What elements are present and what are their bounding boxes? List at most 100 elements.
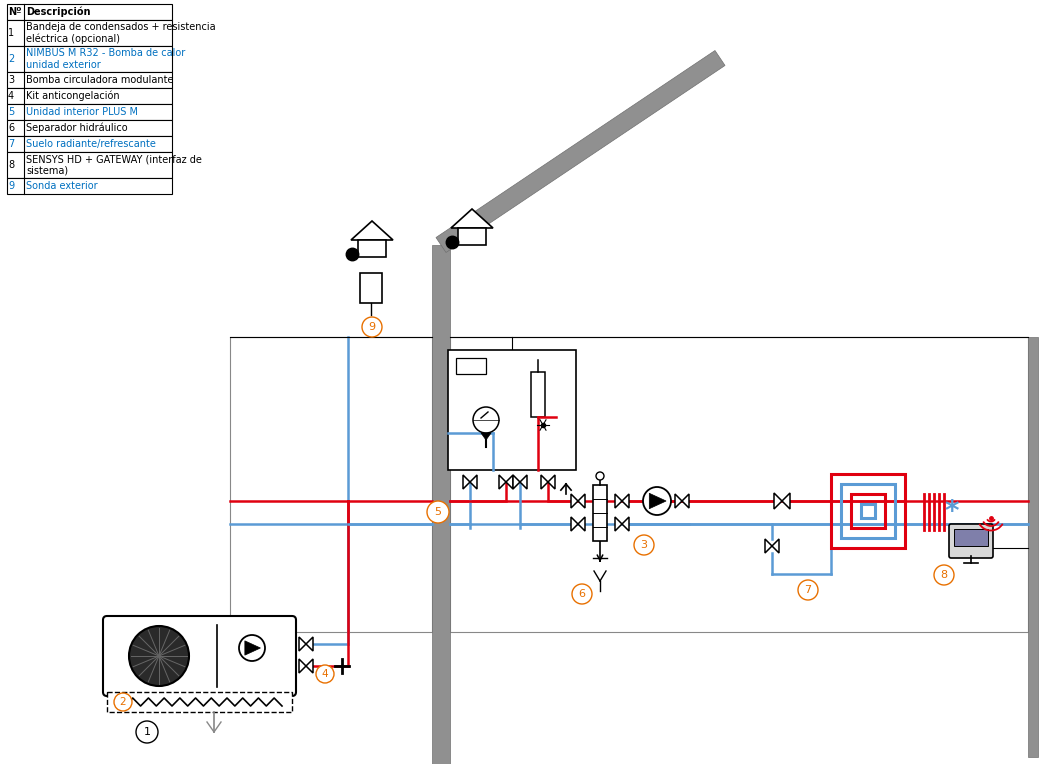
FancyBboxPatch shape [103, 616, 296, 696]
Circle shape [316, 665, 334, 683]
Polygon shape [571, 517, 578, 531]
Bar [593, 485, 607, 541]
Circle shape [934, 565, 954, 585]
Polygon shape [578, 494, 585, 508]
Polygon shape [299, 637, 305, 651]
Bar [7, 104, 172, 120]
Polygon shape [451, 209, 493, 228]
Polygon shape [578, 517, 585, 531]
Text: Nº: Nº [8, 7, 21, 17]
Text: 7: 7 [804, 585, 812, 595]
Bar [432, 245, 450, 764]
Bar [851, 494, 885, 528]
Bar [230, 337, 432, 632]
Text: 8: 8 [941, 570, 947, 580]
Polygon shape [299, 659, 305, 673]
Text: 9: 9 [8, 181, 14, 191]
Polygon shape [548, 475, 555, 489]
Text: *: * [945, 498, 960, 526]
Polygon shape [481, 433, 492, 440]
Text: 3: 3 [641, 540, 648, 550]
Bar [7, 136, 172, 152]
Bar [7, 88, 172, 104]
Bar [861, 504, 875, 518]
Bar [448, 350, 576, 470]
Polygon shape [513, 475, 520, 489]
Polygon shape [305, 659, 313, 673]
Text: unidad exterior: unidad exterior [26, 60, 100, 70]
Circle shape [136, 721, 157, 743]
Circle shape [361, 317, 382, 337]
Polygon shape [506, 475, 513, 489]
Text: Kit anticongelación: Kit anticongelación [26, 91, 119, 102]
Polygon shape [615, 517, 622, 531]
Text: 5: 5 [8, 107, 14, 117]
Bar [107, 692, 292, 712]
Circle shape [129, 626, 189, 686]
Text: 2: 2 [119, 697, 127, 707]
Text: Suelo radiante/refrescante: Suelo radiante/refrescante [26, 139, 155, 149]
Circle shape [643, 487, 671, 515]
Text: 7: 7 [8, 139, 14, 149]
Bar [7, 120, 172, 136]
Text: sistema): sistema) [26, 166, 68, 176]
Text: 6: 6 [8, 123, 14, 133]
Circle shape [239, 635, 265, 661]
Circle shape [427, 501, 449, 523]
Bar [841, 484, 895, 538]
Polygon shape [463, 475, 470, 489]
Text: 3: 3 [8, 75, 14, 85]
Text: Sonda exterior: Sonda exterior [26, 181, 97, 191]
FancyBboxPatch shape [949, 524, 993, 558]
Polygon shape [520, 475, 527, 489]
Text: 5: 5 [434, 507, 442, 517]
Circle shape [798, 580, 818, 600]
Polygon shape [772, 539, 779, 553]
Bar [450, 337, 1028, 632]
Polygon shape [470, 475, 477, 489]
Polygon shape [682, 494, 689, 508]
Polygon shape [774, 493, 782, 509]
Bar [954, 529, 988, 545]
Polygon shape [351, 221, 393, 240]
Polygon shape [615, 494, 622, 508]
Text: 8: 8 [8, 160, 14, 170]
Bar [831, 474, 905, 548]
Polygon shape [541, 475, 548, 489]
Polygon shape [782, 493, 790, 509]
Text: NIMBUS M R32 - Bomba de calor: NIMBUS M R32 - Bomba de calor [26, 48, 185, 58]
Bar [1028, 337, 1038, 757]
Bar [456, 358, 486, 374]
Bar [7, 20, 172, 46]
Bar [358, 240, 386, 257]
Circle shape [596, 472, 604, 480]
Text: Descripción: Descripción [26, 7, 91, 18]
Text: 6: 6 [578, 589, 586, 599]
Bar [7, 178, 172, 194]
Bar [7, 46, 172, 72]
Text: Bandeja de condensados + resistencia: Bandeja de condensados + resistencia [26, 22, 216, 32]
Polygon shape [675, 494, 682, 508]
Polygon shape [765, 539, 772, 553]
Bar [7, 152, 172, 178]
Text: Unidad interior PLUS M: Unidad interior PLUS M [26, 107, 138, 117]
Circle shape [634, 535, 654, 555]
Circle shape [472, 407, 499, 433]
Polygon shape [622, 494, 629, 508]
Text: 2: 2 [8, 54, 14, 64]
Text: 4: 4 [321, 669, 329, 679]
Polygon shape [649, 494, 666, 509]
Text: 9: 9 [369, 322, 375, 332]
Text: 4: 4 [8, 91, 14, 101]
Polygon shape [435, 50, 725, 252]
Circle shape [572, 584, 592, 604]
Polygon shape [571, 494, 578, 508]
Bar [360, 273, 382, 303]
Text: SENSYS HD + GATEWAY (interfaz de: SENSYS HD + GATEWAY (interfaz de [26, 154, 202, 164]
Text: eléctrica (opcional): eléctrica (opcional) [26, 34, 120, 44]
Bar [531, 372, 545, 417]
Polygon shape [305, 637, 313, 651]
Text: 1: 1 [144, 727, 150, 737]
Polygon shape [499, 475, 506, 489]
Text: Bomba circuladora modulante: Bomba circuladora modulante [26, 75, 173, 85]
